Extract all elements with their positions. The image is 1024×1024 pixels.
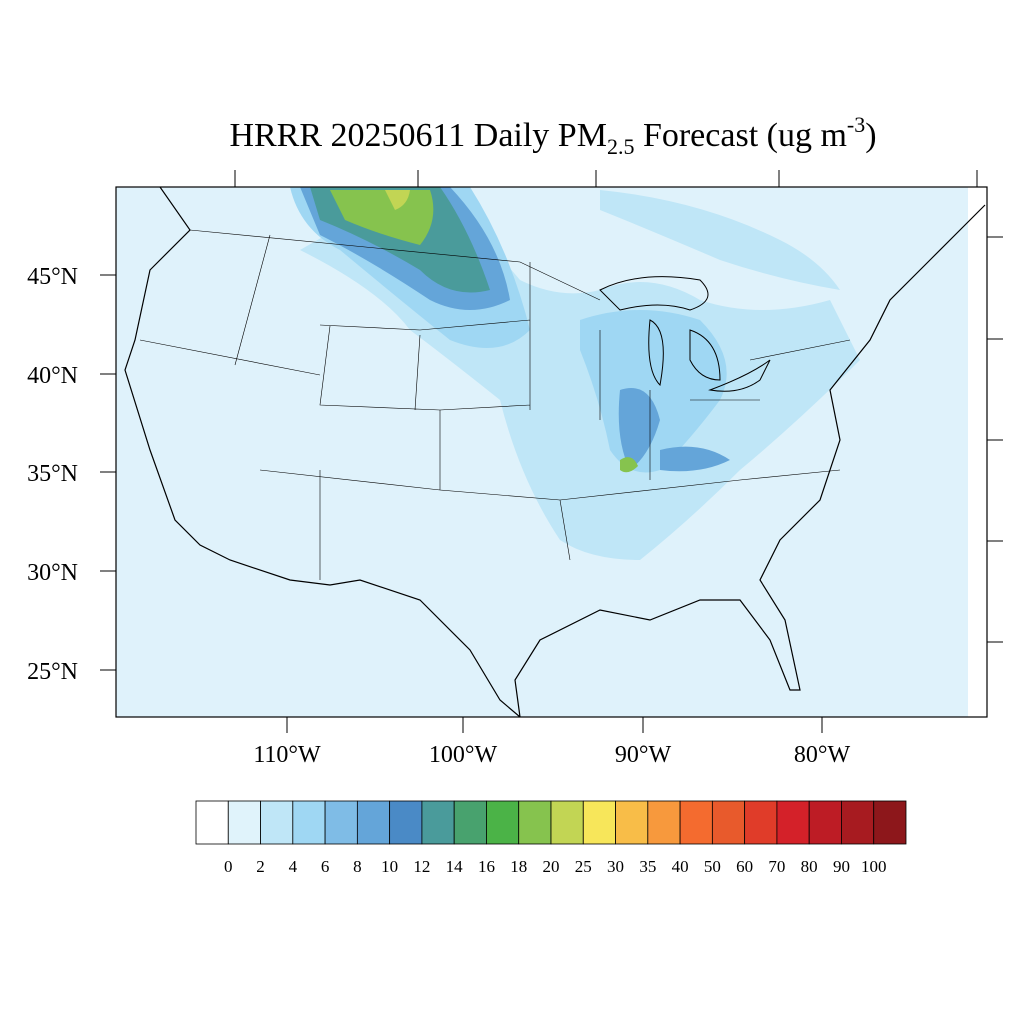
- haze-region: [385, 190, 410, 210]
- title-rest: Forecast (ug m: [634, 117, 846, 154]
- latitude-label: 45°N: [27, 264, 78, 290]
- colorbar-label: 35: [639, 857, 656, 876]
- longitude-label: 110°W: [253, 742, 321, 768]
- colorbar-box: [453, 800, 487, 845]
- colorbar-label: 70: [768, 857, 785, 876]
- colorbar-label: 10: [381, 857, 398, 876]
- haze-region: [330, 190, 434, 245]
- colorbar-label: 50: [704, 857, 721, 876]
- longitude-label: 90°W: [615, 742, 672, 768]
- haze-region: [620, 457, 638, 473]
- state-borders: [139, 229, 851, 580]
- no-data-strip: [968, 187, 987, 717]
- colorbar-label: 80: [801, 857, 818, 876]
- colorbar-box: [227, 800, 261, 845]
- latitude-label: 35°N: [27, 461, 78, 487]
- colorbar-label: 16: [478, 857, 495, 876]
- colorbar-label: 20: [543, 857, 560, 876]
- colorbar-label: 18: [510, 857, 527, 876]
- haze-region: [600, 190, 840, 290]
- colorbar-box: [421, 800, 455, 845]
- coastline: [124, 187, 986, 717]
- colorbar-box: [647, 800, 681, 845]
- colorbar-box: [518, 800, 552, 845]
- colorbar-label: 2: [256, 857, 265, 876]
- title-subscript: 2.5: [607, 134, 635, 159]
- colorbar-box: [744, 800, 778, 845]
- colorbar-box: [711, 800, 746, 845]
- colorbar-box: [260, 800, 294, 845]
- longitude-label: 100°W: [429, 742, 498, 768]
- colorbar-box: [776, 800, 810, 845]
- great-lakes: [599, 276, 771, 392]
- colorbar-box: [615, 800, 649, 845]
- colorbar-box: [550, 800, 584, 845]
- ticks: [100, 170, 1003, 733]
- colorbar-label: 25: [575, 857, 592, 876]
- colorbar-box: [356, 800, 391, 845]
- colorbar-box: [808, 800, 842, 845]
- colorbar: 0 2 4 6 8 10 12 14 16 18 20 25 30 35 40 50 60 70 80 90 100: [195, 800, 907, 876]
- colorbar-box: [324, 800, 358, 845]
- title-superscript: -3: [847, 112, 865, 137]
- colorbar-label: 12: [413, 857, 430, 876]
- colorbar-box: [389, 800, 423, 845]
- colorbar-box: [292, 800, 326, 845]
- colorbar-label: 0: [224, 857, 233, 876]
- latitude-label: 30°N: [27, 560, 78, 586]
- colorbar-box: [195, 800, 229, 845]
- latitude-label: 25°N: [27, 659, 78, 685]
- colorbar-box: [841, 800, 875, 845]
- longitude-label: 80°W: [794, 742, 851, 768]
- axis-labels: 45°N 40°N 35°N 30°N 25°N 110°W 100°W 90°W 80°W: [27, 264, 850, 768]
- title-main: HRRR 20250611 Daily PM: [229, 117, 607, 154]
- colorbar-box: [582, 800, 616, 845]
- colorbar-label: 8: [353, 857, 362, 876]
- haze-region: [618, 388, 660, 470]
- colorbar-label: 60: [736, 857, 753, 876]
- map-frame: [115, 186, 988, 718]
- colorbar-label: 100: [861, 857, 887, 876]
- colorbar-box: [486, 800, 520, 845]
- colorbar-box: [873, 800, 907, 845]
- title-close: ): [865, 117, 876, 154]
- haze-region: [660, 446, 730, 472]
- title: HRRR 20250611 Daily PM2.5 Forecast (ug m…: [229, 112, 876, 159]
- colorbar-label: 30: [607, 857, 624, 876]
- colorbar-label: 4: [289, 857, 298, 876]
- map-field: [116, 187, 987, 717]
- colorbar-label: 90: [833, 857, 850, 876]
- colorbar-label: 6: [321, 857, 330, 876]
- colorbar-label: 40: [672, 857, 689, 876]
- colorbar-box: [679, 800, 713, 845]
- latitude-label: 40°N: [27, 363, 78, 389]
- colorbar-label: 14: [446, 857, 464, 876]
